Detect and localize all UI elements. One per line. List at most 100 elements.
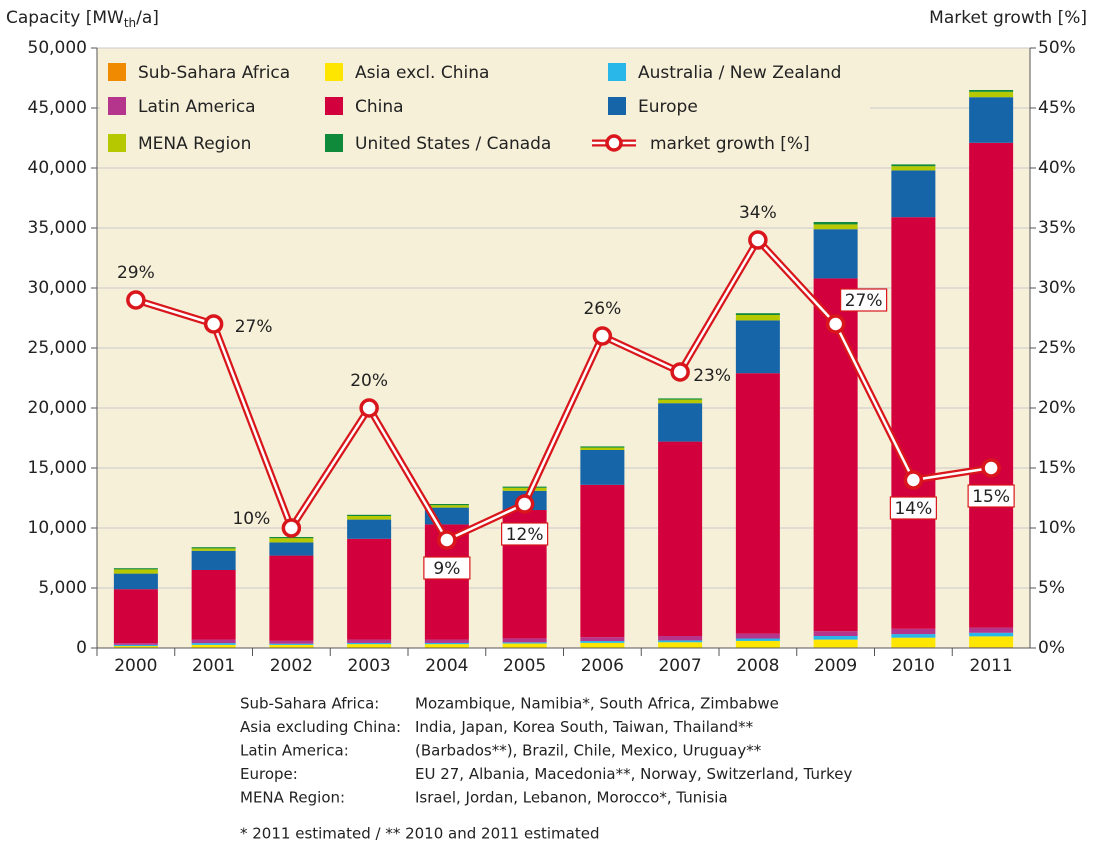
bar-segment — [347, 538, 392, 640]
y2-tick-label: 5% — [1038, 578, 1065, 598]
note-countries: Israel, Jordan, Lebanon, Morocco*, Tunis… — [415, 789, 728, 807]
bar-segment — [813, 222, 858, 225]
bar-segment — [113, 573, 158, 590]
bar-segment — [191, 643, 236, 645]
bar-segment — [269, 555, 314, 641]
data-label: 26% — [583, 299, 621, 319]
y2-tick-label: 40% — [1038, 158, 1076, 178]
bar-segment — [813, 639, 858, 648]
bar-segment — [813, 278, 858, 632]
legend-background — [100, 56, 870, 162]
y2-tick-label: 35% — [1038, 218, 1076, 238]
bar-segment — [658, 398, 703, 400]
bar-segment — [658, 403, 703, 442]
y2-tick-label: 0% — [1038, 638, 1065, 658]
growth-marker — [748, 230, 768, 250]
y-tick-label: 0 — [76, 638, 87, 658]
legend-swatch — [325, 97, 343, 115]
y-tick-label: 45,000 — [28, 98, 87, 118]
x-tick-label: 2004 — [425, 656, 468, 676]
bar-segment — [191, 644, 236, 648]
bar-segment — [580, 447, 625, 450]
bar-segment — [269, 538, 314, 543]
data-label: 23% — [693, 366, 731, 386]
note-countries: EU 27, Albania, Macedonia**, Norway, Swi… — [415, 765, 853, 783]
growth-marker — [514, 494, 535, 514]
bar-segment — [813, 631, 858, 636]
legend-marker — [605, 134, 623, 152]
bar-segment — [735, 373, 780, 634]
bar-segment — [269, 542, 314, 556]
y-label-part: Capacity [MW — [6, 8, 124, 28]
growth-marker — [126, 290, 146, 310]
data-label: 27% — [845, 291, 883, 311]
legend-label: United States / Canada — [355, 134, 551, 154]
x-tick-label: 2007 — [658, 656, 701, 676]
bar-segment — [735, 633, 780, 639]
growth-marker — [592, 326, 613, 346]
bar-segment — [969, 142, 1014, 628]
growth-line-inner — [135, 238, 992, 542]
label-box — [967, 484, 1015, 508]
bar-segment — [269, 643, 314, 645]
bar-segment — [735, 315, 780, 321]
bar-segment — [347, 519, 392, 539]
label-box — [501, 522, 549, 546]
y-label-part: /a] — [136, 8, 159, 28]
legend-label: Australia / New Zealand — [638, 63, 841, 83]
y2-tick-label: 50% — [1038, 38, 1076, 58]
legend-label: market growth [%] — [650, 134, 810, 154]
x-tick-label: 2010 — [892, 656, 935, 676]
bar-segment — [658, 636, 703, 641]
y-tick-label: 5,000 — [38, 578, 87, 598]
bar-segment — [424, 642, 469, 645]
note-region: Europe: — [240, 765, 298, 783]
bar-segment — [580, 446, 625, 448]
y-tick-label: 10,000 — [28, 518, 87, 538]
bar-segment — [891, 170, 936, 218]
bar-segment — [658, 441, 703, 636]
bar-segment — [891, 166, 936, 171]
bar-segment — [191, 550, 236, 570]
bar-segment — [502, 638, 547, 643]
label-box — [840, 288, 888, 312]
bar-segment — [813, 224, 858, 230]
bar-segment — [347, 642, 392, 645]
data-label: 15% — [972, 487, 1010, 507]
bar-segment — [113, 643, 158, 645]
legend-label: Latin America — [138, 97, 256, 117]
bar-segment — [735, 638, 780, 641]
bar-segment — [891, 217, 936, 629]
y2-axis-label: Market growth [%] — [929, 8, 1087, 28]
bar-segment — [502, 642, 547, 644]
legend-swatch — [325, 63, 343, 81]
y2-tick-label: 30% — [1038, 278, 1076, 298]
bar-segment — [502, 643, 547, 648]
bar-segment — [113, 646, 158, 648]
bar-segment — [424, 644, 469, 648]
bar-segment — [269, 640, 314, 644]
bar-segment — [735, 320, 780, 374]
data-label: 34% — [739, 203, 777, 223]
bar-segment — [113, 644, 158, 647]
y2-tick-label: 25% — [1038, 338, 1076, 358]
growth-marker — [981, 458, 1001, 478]
y-tick-label: 30,000 — [28, 278, 87, 298]
x-tick-label: 2001 — [192, 656, 235, 676]
legend-label: Asia excl. China — [355, 63, 489, 83]
y-tick-label: 20,000 — [28, 398, 87, 418]
x-tick-label: 2003 — [347, 656, 390, 676]
bar-segment — [891, 637, 936, 648]
note-region: MENA Region: — [240, 789, 345, 807]
bar-segment — [502, 487, 547, 491]
bar-segment — [891, 628, 936, 635]
legend-swatch — [325, 134, 343, 152]
bar-segment — [969, 632, 1014, 637]
bar-segment — [113, 589, 158, 644]
note-countries: (Barbados**), Brazil, Chile, Mexico, Uru… — [415, 742, 762, 760]
bar-segment — [191, 570, 236, 640]
bar-segment — [813, 636, 858, 640]
legend-swatch — [608, 63, 626, 81]
bar-segment — [891, 164, 936, 167]
legend-label: China — [355, 97, 404, 117]
